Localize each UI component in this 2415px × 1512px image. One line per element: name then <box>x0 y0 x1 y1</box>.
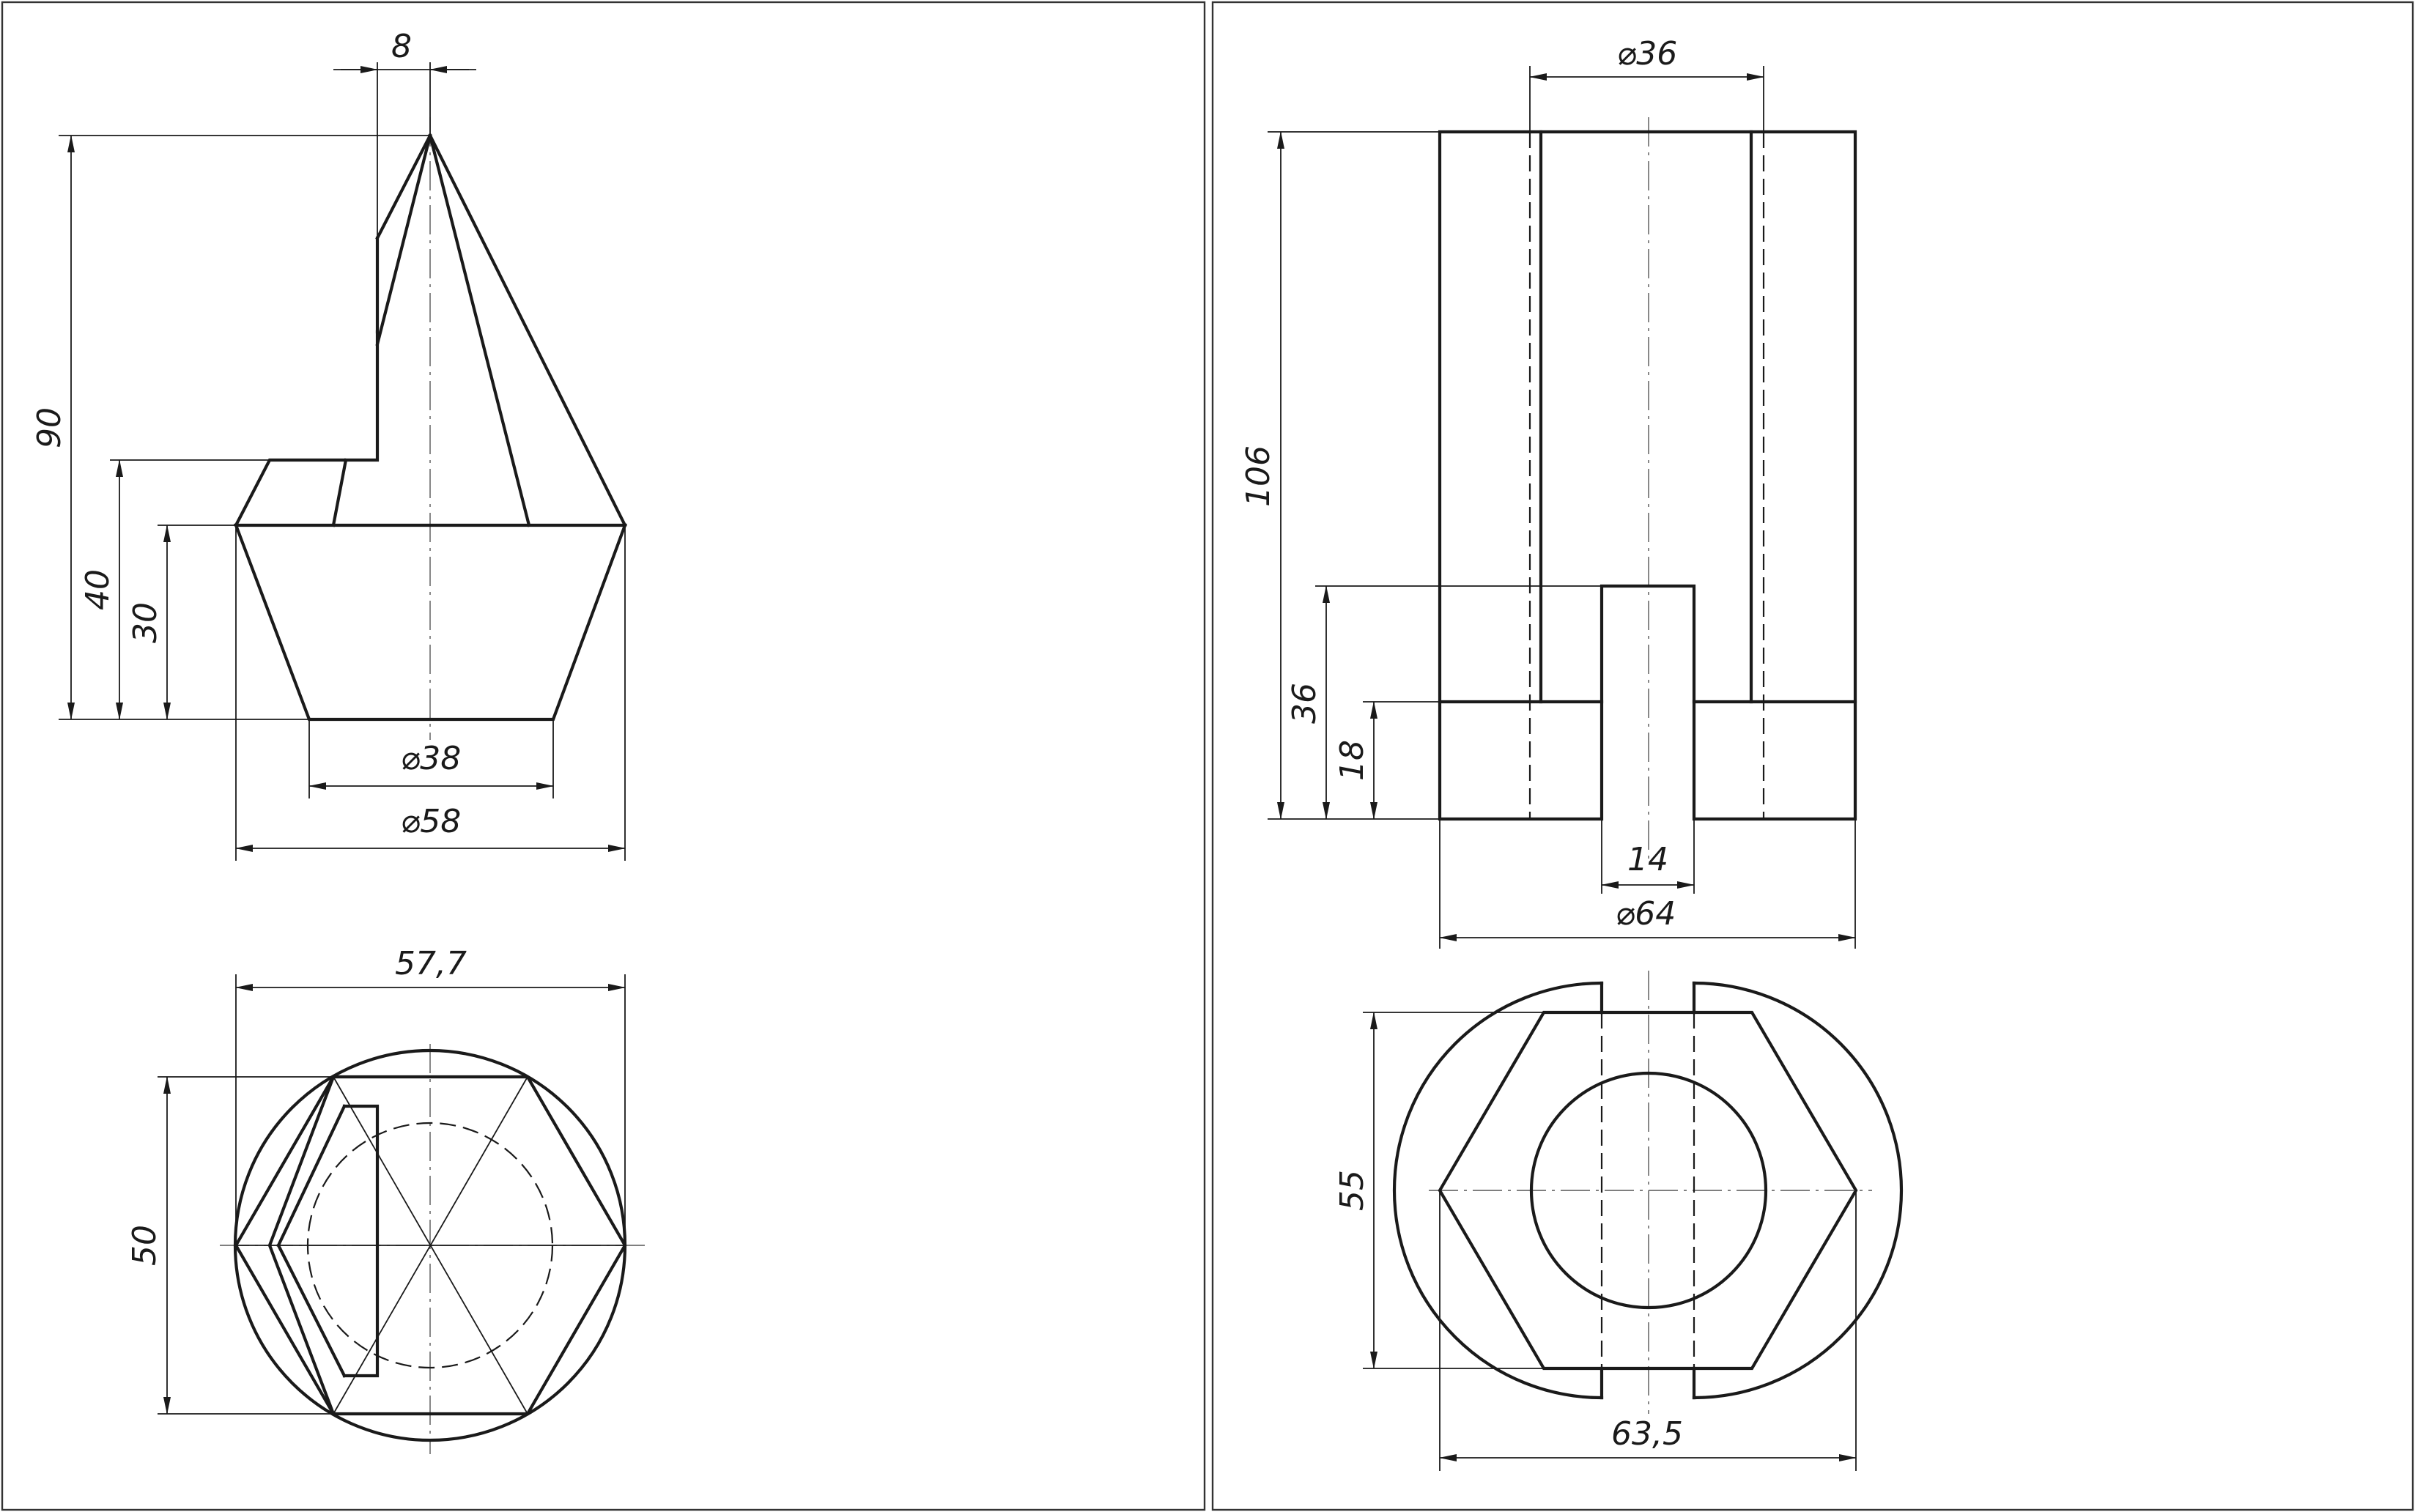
dim-top-offset: 8 <box>391 28 412 65</box>
dim-corners: 63,5 <box>1611 1415 1683 1453</box>
cone-left-edge <box>375 133 432 240</box>
cut-face-edge <box>276 1243 347 1378</box>
dim-hex-width: 57,7 <box>395 945 467 982</box>
right-front-view: ⌀36 106 36 18 14 ⌀64 <box>1240 35 1857 949</box>
facet-line-1 <box>375 133 432 346</box>
dim-slot-width: 14 <box>1627 841 1668 878</box>
bore-circle <box>1529 1071 1768 1310</box>
facet-line-3 <box>331 458 348 527</box>
dim-frustum-height: 30 <box>127 602 164 643</box>
dim-step-height: 40 <box>79 569 117 610</box>
cut-face-edge <box>276 1104 347 1248</box>
dim-step: 18 <box>1334 740 1371 781</box>
body-outline <box>1438 130 1857 821</box>
dim-top-diameter: ⌀58 <box>401 803 461 840</box>
dim-total-height: 90 <box>31 407 68 448</box>
dim-bore: ⌀36 <box>1617 35 1677 73</box>
left-top-view: 57,7 50 <box>126 945 645 1454</box>
right-top-view: 55 63,5 <box>1334 971 1904 1471</box>
step-outline-left <box>267 1075 336 1416</box>
cut-face-outline <box>342 1104 380 1378</box>
cut-step-outline <box>234 330 380 527</box>
dim-flats: 55 <box>1334 1170 1371 1211</box>
outer-arc-right <box>1692 981 1904 1400</box>
dim-outer: ⌀64 <box>1616 895 1676 933</box>
dim-height: 106 <box>1240 445 1277 507</box>
cone-right-edge <box>428 133 627 527</box>
left-sheet-frame <box>1 1 1206 1511</box>
dim-slot-top: 36 <box>1286 683 1323 724</box>
right-sheet-frame <box>1211 1 2414 1511</box>
outer-arc-left <box>1392 981 1604 1400</box>
dim-flat-height: 50 <box>126 1225 163 1266</box>
left-front-view: 8 90 40 30 ⌀38 ⌀58 <box>31 28 628 861</box>
facet-line-2 <box>428 133 531 527</box>
dim-bottom-diameter: ⌀38 <box>401 740 461 777</box>
